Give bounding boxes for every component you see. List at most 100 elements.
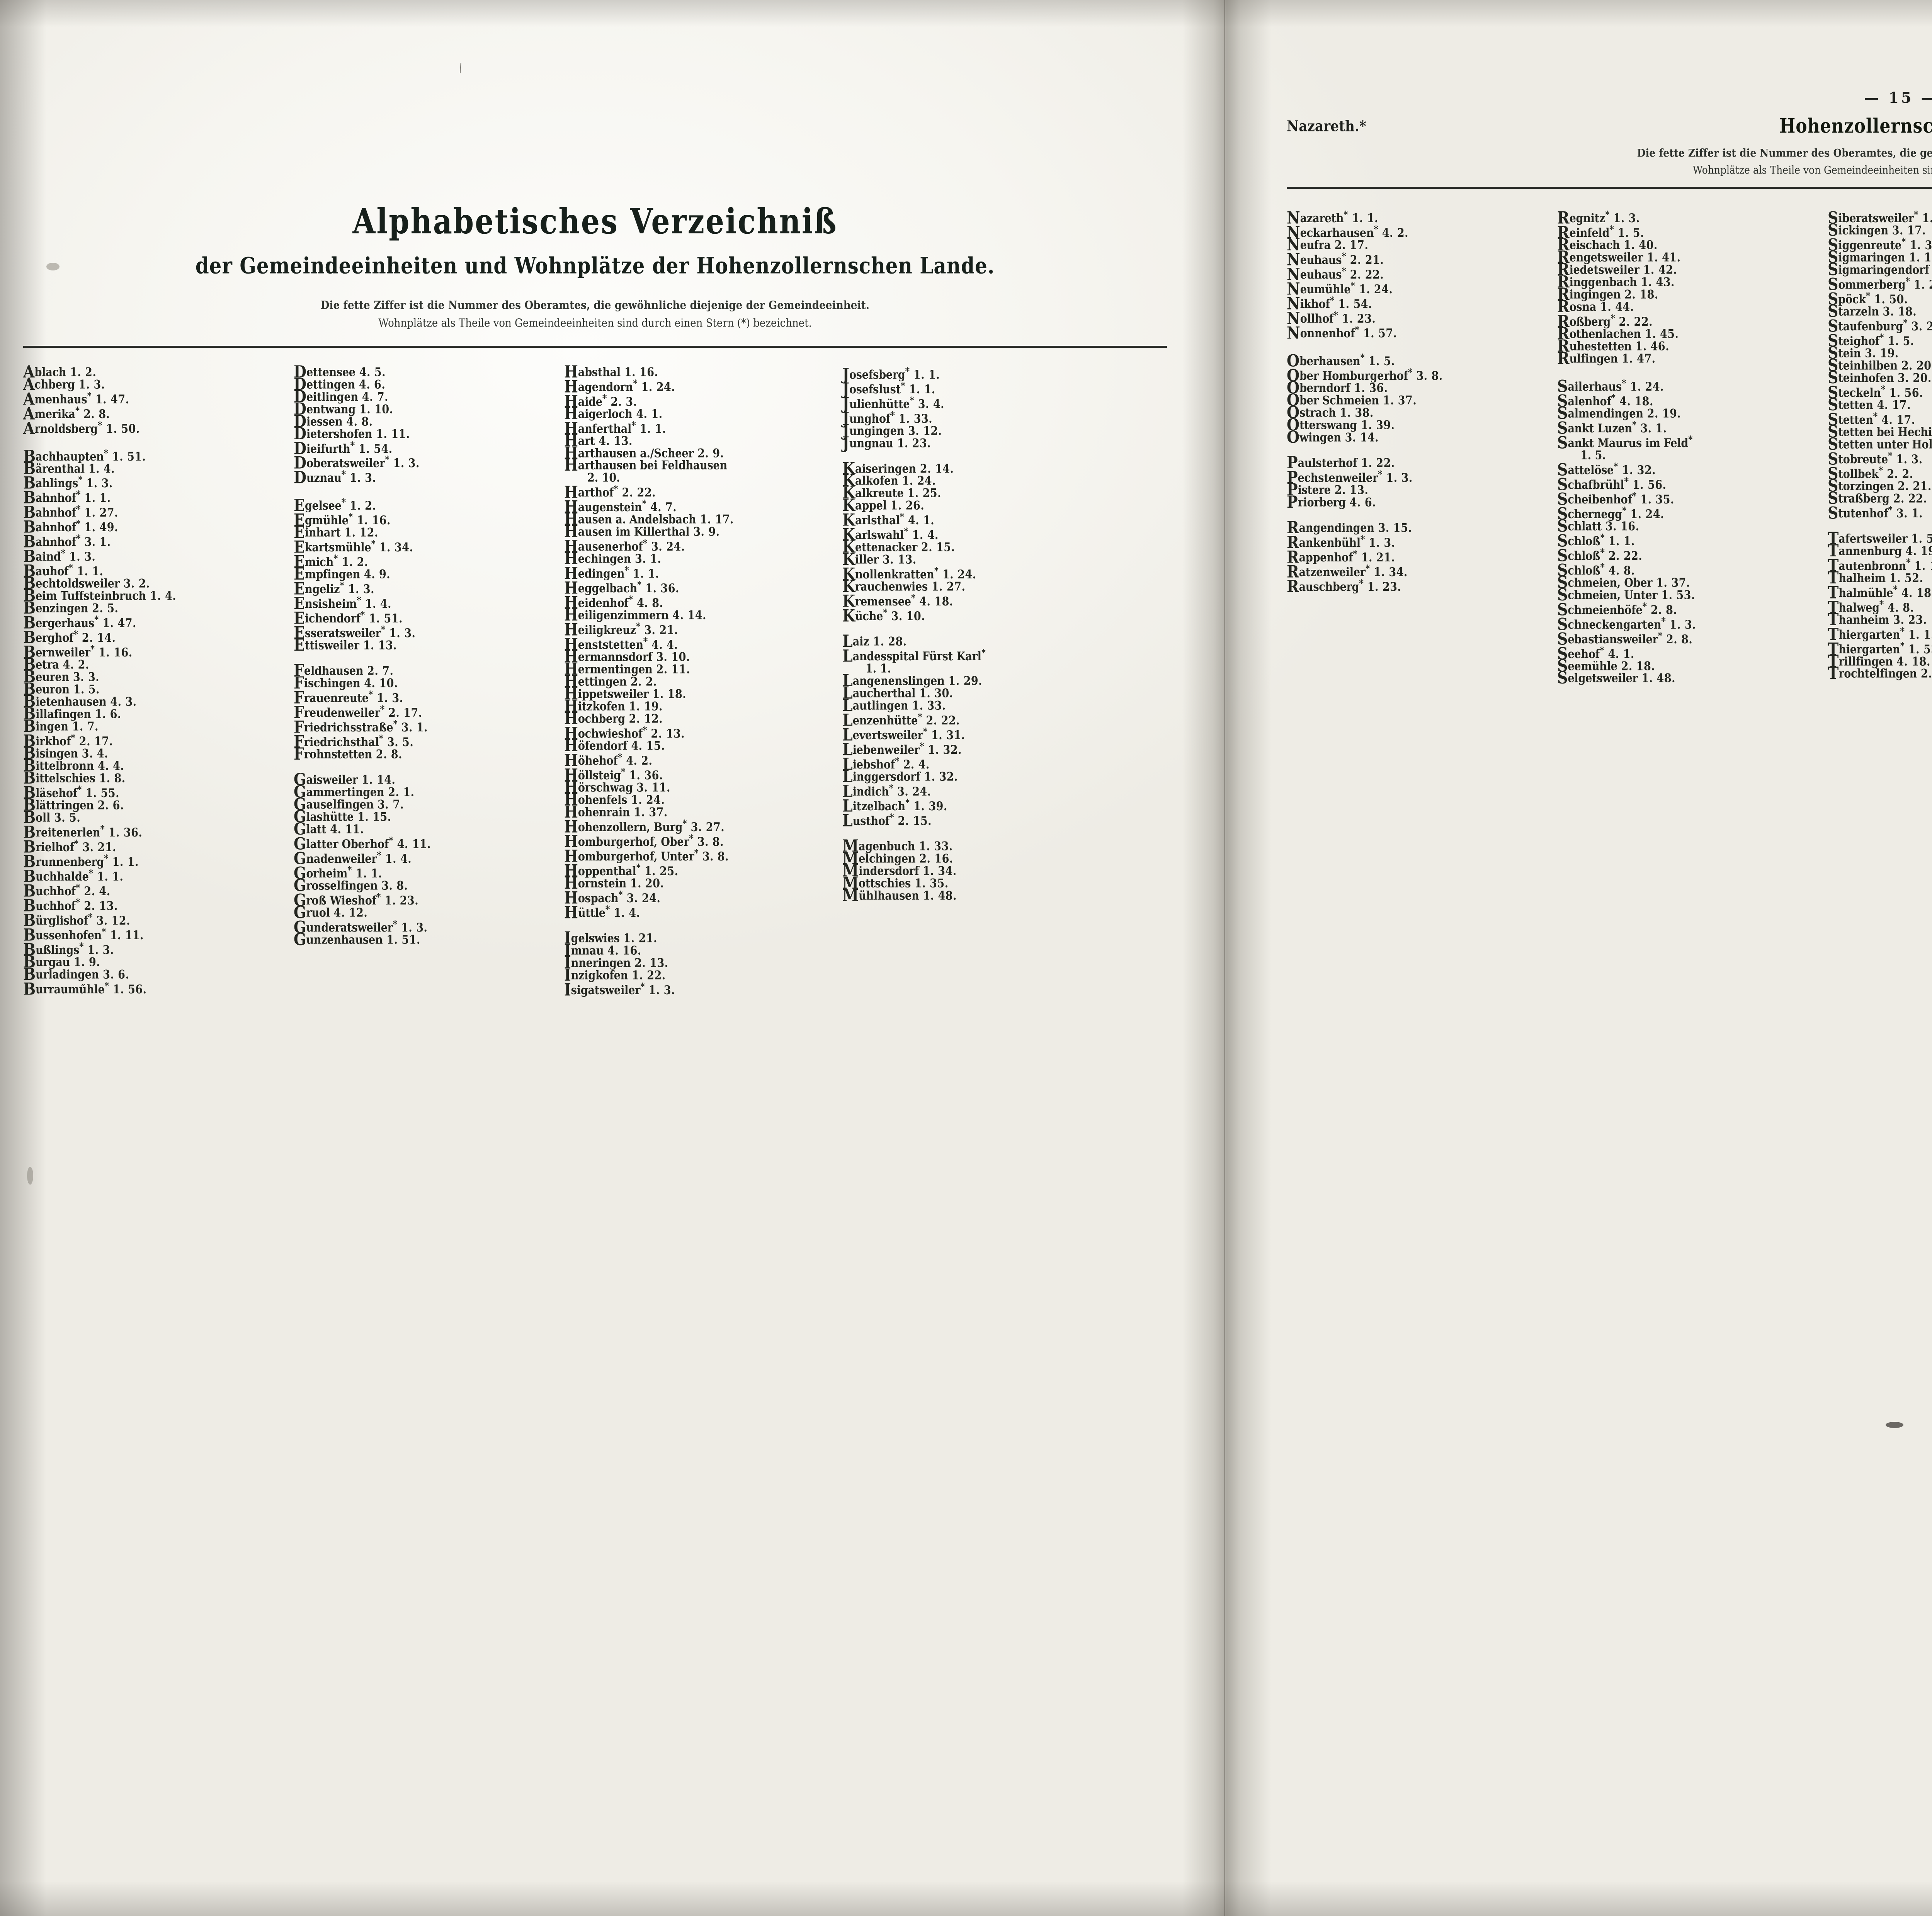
entry-numbers: 4. 18.: [1893, 655, 1930, 668]
index-entry: Gnadenweiler* 1. 4.: [294, 850, 564, 867]
entry-numbers: 1. 50.: [1870, 292, 1908, 307]
entry-name: andesspital Fürst Karl: [852, 650, 981, 664]
index-entry: Thiergarten* 1. 53.: [1828, 640, 1932, 657]
index-entry: Bußlings* 1. 3.: [23, 941, 294, 958]
index-entry: Scheibenhof* 1. 35.: [1557, 490, 1828, 507]
index-entry: Kalkofen 1. 24.: [842, 472, 1136, 488]
entry-numbers: 1. 36.: [625, 768, 663, 783]
index-entry: Bussenhofen* 1. 11.: [23, 926, 294, 943]
entry-name: oßberg: [1569, 315, 1611, 329]
entry-name: chloß: [1568, 549, 1600, 563]
entry-name: inggenbach: [1569, 275, 1637, 289]
entry-name: strach: [1299, 406, 1336, 420]
entry-numbers: 1. 16.: [353, 514, 391, 528]
entry-name: runnenberg: [36, 855, 104, 869]
entry-name: teighof: [1838, 334, 1880, 349]
entry-initial: B: [23, 836, 36, 857]
index-entry: Gauselfingen 3. 7.: [294, 796, 564, 812]
entry-initial: I: [564, 964, 571, 984]
entry-initial: R: [1557, 348, 1570, 368]
entry-numbers: 1. 23.: [1363, 580, 1401, 594]
entry-name: onnenhof: [1300, 326, 1355, 341]
entry-name: iberatsweiler: [1838, 211, 1914, 226]
wohnplatz-star-icon: *: [1611, 392, 1616, 404]
entry-numbers: 4. 17.: [1873, 398, 1911, 412]
entry-initial: D: [294, 374, 306, 394]
wohnplatz-star-icon: *: [614, 483, 618, 495]
entry-numbers: 1. 9.: [70, 955, 100, 969]
entry-name: ühlhausen: [859, 889, 919, 903]
entry-name: chernegg: [1568, 507, 1622, 521]
entry-name: euhaus: [1300, 268, 1342, 282]
wohnplatz-star-icon: *: [1900, 625, 1905, 637]
entry-name: eehof: [1568, 647, 1600, 661]
entry-initial: B: [23, 910, 36, 930]
entry-name: mpfingen: [304, 568, 361, 581]
entry-initial: F: [294, 743, 304, 764]
index-entry: Beim Tuffsteinbruch 1. 4.: [23, 587, 294, 604]
entry-numbers: 2. 19.: [1643, 406, 1681, 421]
entry-name: autenbronn: [1838, 559, 1906, 573]
entry-initial: B: [23, 612, 36, 633]
entry-numbers: 4. 17.: [1878, 413, 1915, 427]
entry-name: chmeien, Ober: [1568, 576, 1653, 590]
entry-numbers: 1. 5.: [1884, 334, 1914, 349]
index-entry: Dettingen 4. 6.: [294, 375, 564, 392]
entry-numbers: 3. 1.: [1893, 507, 1923, 520]
entry-numbers: 1. 39.: [910, 799, 947, 814]
entry-numbers: 1. 54.: [1334, 297, 1372, 311]
entry-name: eemühle: [1568, 659, 1617, 673]
index-entry: Eichendorf* 1. 51.: [294, 609, 564, 626]
entry-initial: B: [23, 807, 36, 827]
entry-name: unghof: [849, 412, 891, 426]
entry-name: evertsweiler: [852, 729, 923, 743]
entry-numbers: 1. 20.: [626, 877, 664, 891]
wohnplatz-star-icon: *: [1342, 265, 1346, 277]
entry-initial: H: [564, 376, 578, 396]
entry-initial: B: [23, 782, 36, 803]
index-entry: Igelswies 1. 21.: [564, 929, 842, 946]
entry-numbers: 1. 3.: [1382, 471, 1413, 485]
entry-numbers: 1. 51.: [108, 450, 146, 464]
index-entry: Bahnhof* 1. 1.: [23, 489, 294, 506]
entry-name: ahnhof: [36, 521, 76, 535]
index-entry: Lautlingen 1. 33.: [842, 697, 1136, 713]
entry-name: indersdorf: [859, 864, 919, 878]
entry-name: uchhof: [36, 884, 76, 899]
entry-initial: S: [1828, 421, 1838, 441]
index-entry: Haigerloch 4. 1.: [564, 405, 842, 421]
entry-initial: H: [564, 765, 578, 785]
index-entry: Thalheim 1. 52.: [1828, 569, 1932, 585]
entry-numbers: 2. 22.: [1604, 549, 1643, 563]
entry-name: tein: [1838, 346, 1861, 360]
entry-initial: F: [294, 731, 304, 752]
entry-initial: E: [294, 635, 305, 655]
entry-numbers: 4. 8.: [342, 415, 373, 428]
entry-name: itzelbach: [852, 799, 905, 814]
entry-numbers: 4. 5.: [355, 365, 386, 379]
entry-name: ahlings: [36, 477, 78, 491]
index-entry: Billafingen 1. 6.: [23, 705, 294, 722]
wohnplatz-star-icon: *: [1611, 312, 1615, 324]
index-entry: Brunnenberg* 1. 1.: [23, 853, 294, 870]
entry-initial: H: [564, 801, 578, 822]
entry-initial: N: [1287, 222, 1300, 242]
index-entry: Junghof* 1. 33.: [842, 410, 1136, 427]
entry-numbers: 1. 4.: [381, 852, 412, 866]
wohnplatz-star-icon: *: [905, 365, 910, 377]
entry-initial: G: [294, 769, 306, 789]
wohnplatz-star-icon: *: [1661, 615, 1666, 627]
entry-numbers: 4. 4.: [94, 759, 124, 773]
entry-numbers: 1. 14.: [1914, 559, 1932, 573]
entry-numbers: 2. 18.: [1621, 287, 1658, 302]
index-entry: Kalkreute 1. 25.: [842, 484, 1136, 501]
index-entry: Gammertingen 2. 1.: [294, 783, 564, 800]
letter-group: Paulsterhof 1. 22. Pechstenweiler* 1. 3. P…: [1287, 454, 1557, 510]
index-entry: Ablach 1. 2.: [23, 363, 294, 379]
entry-initial: L: [842, 810, 853, 830]
wohnplatz-star-icon: *: [389, 835, 393, 847]
entry-name: hiergarten: [1838, 628, 1900, 642]
entry-initial: L: [842, 682, 853, 703]
index-entry: Nikhof* 1. 54.: [1287, 295, 1557, 312]
